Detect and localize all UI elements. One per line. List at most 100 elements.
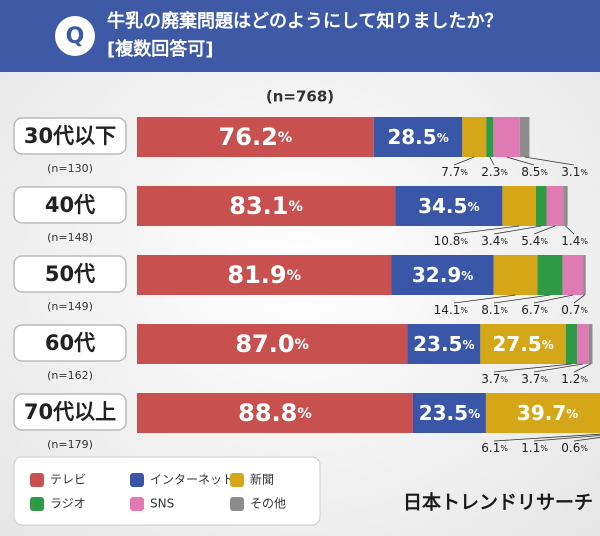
sample-size: (n=148)	[47, 231, 93, 244]
value-label: 34.5%	[418, 194, 479, 218]
total-n: (n=768)	[266, 88, 334, 106]
chart-title: 牛乳の廃棄問題はどのようにして知りましたか？	[107, 10, 502, 32]
bar-segment	[407, 324, 481, 364]
chart-subtitle: [複数回答可]	[107, 38, 213, 60]
bar-segment	[137, 393, 413, 433]
legend-label: SNS	[150, 497, 174, 511]
value-label: 2.3%	[481, 165, 508, 179]
value-label: 7.7%	[441, 165, 468, 179]
bar-segment	[493, 117, 520, 157]
value-label: 3.4%	[481, 234, 508, 248]
bar-segment	[137, 324, 408, 364]
leader-line	[493, 225, 542, 235]
group-label-box	[13, 186, 127, 224]
value-label: 81.9%	[227, 261, 301, 289]
sample-size: (n=162)	[47, 369, 93, 382]
sample-size: (n=130)	[47, 162, 93, 175]
legend-swatch	[230, 473, 244, 487]
bar-segment	[493, 255, 538, 295]
leader-line	[573, 437, 600, 442]
leader-line	[453, 156, 475, 166]
value-label: 1.1%	[521, 441, 548, 455]
leader-line	[565, 225, 575, 235]
bar-segment	[519, 117, 530, 157]
value-label: 23.5%	[413, 332, 474, 356]
bar-segment	[535, 186, 547, 226]
legend-swatch	[30, 473, 44, 487]
leader-line	[573, 294, 585, 304]
bar-segment	[412, 393, 486, 433]
value-label: 28.5%	[387, 125, 448, 149]
leader-line	[533, 294, 574, 304]
bar-segment	[546, 186, 564, 226]
leader-line	[453, 294, 516, 304]
legend-label: ラジオ	[50, 497, 86, 511]
bar-segment	[485, 393, 600, 433]
bar-segment	[577, 324, 589, 364]
value-label: 14.1%	[434, 303, 469, 317]
value-label: 6.7%	[521, 303, 548, 317]
header	[0, 0, 600, 72]
bar-segment	[502, 186, 536, 226]
value-label: 1.2%	[561, 372, 588, 386]
legend-swatch	[30, 497, 44, 511]
value-label: 87.0%	[235, 330, 309, 358]
bar-segment	[537, 255, 563, 295]
value-label: 39.7%	[517, 401, 578, 425]
value-label: 0.7%	[561, 303, 588, 317]
bar-segment	[562, 255, 584, 295]
value-label: 8.5%	[521, 165, 548, 179]
value-label: 27.5%	[492, 332, 553, 356]
leader-line	[533, 363, 584, 373]
group-label-box	[13, 255, 127, 293]
bar-segment	[486, 117, 494, 157]
source-logo: 日本トレンドリサーチ	[403, 491, 593, 514]
leader-line	[489, 156, 495, 166]
leader-line	[533, 435, 600, 442]
bar-segment	[563, 186, 568, 226]
bar-segment	[588, 324, 593, 364]
sample-size: (n=149)	[47, 300, 93, 313]
leader-line	[493, 433, 600, 442]
legend-box	[13, 456, 321, 526]
value-label: 76.2%	[219, 123, 293, 151]
group-label-box	[13, 393, 127, 431]
value-label: 10.8%	[434, 234, 469, 248]
group-label: 50代	[45, 262, 95, 286]
value-label: 83.1%	[229, 192, 303, 220]
group-label-box	[13, 117, 127, 155]
bar-segment	[565, 324, 578, 364]
bar-segment	[137, 255, 392, 295]
group-label: 30代以下	[24, 124, 116, 148]
value-label: 8.1%	[481, 303, 508, 317]
value-label: 23.5%	[419, 401, 480, 425]
group-label-box	[13, 324, 127, 362]
value-label: 0.6%	[561, 441, 588, 455]
group-label: 40代	[45, 193, 95, 217]
value-label: 3.7%	[521, 372, 548, 386]
value-label: 88.8%	[238, 399, 312, 427]
bar-segment	[462, 117, 487, 157]
group-label: 60代	[45, 331, 95, 355]
bar-segment	[391, 255, 494, 295]
legend-swatch	[130, 473, 144, 487]
legend-label: インターネット	[150, 473, 234, 487]
legend-label: 新聞	[250, 472, 274, 487]
legend-swatch	[230, 497, 244, 511]
bar-segment	[137, 117, 374, 157]
group-label: 70代以上	[24, 400, 116, 424]
leader-line	[493, 363, 572, 373]
value-label: 6.1%	[481, 441, 508, 455]
bar-segment	[137, 186, 396, 226]
q-badge	[55, 16, 95, 56]
legend-label: テレビ	[50, 473, 86, 487]
bar-segment	[373, 117, 463, 157]
leader-line	[573, 363, 591, 373]
legend-swatch	[130, 497, 144, 511]
legend-label: その他	[250, 497, 286, 511]
value-label: 5.4%	[521, 234, 548, 248]
value-label: 32.9%	[412, 263, 473, 287]
leader-line	[453, 225, 520, 235]
q-letter: Q	[66, 24, 85, 49]
